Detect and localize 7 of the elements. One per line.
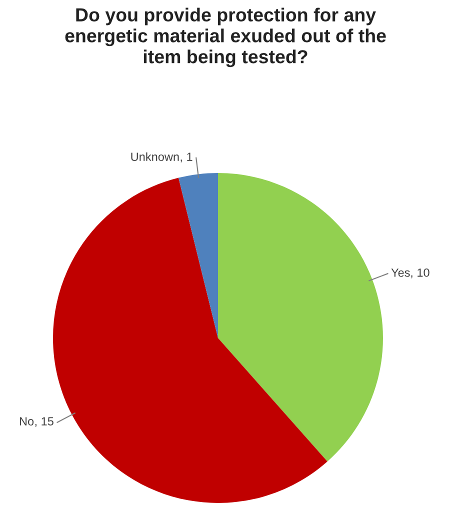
chart-title: Do you provide protection for any energetic material exuded out of the item being tested? <box>65 8 386 68</box>
slice-label: Yes <box>391 268 410 277</box>
slice-label: Unknown <box>131 152 179 161</box>
data-label: , 15 <box>35 417 54 427</box>
data-label: , 1 <box>180 152 192 162</box>
slice-label: No <box>20 417 34 426</box>
data-label: , 10 <box>411 268 430 278</box>
